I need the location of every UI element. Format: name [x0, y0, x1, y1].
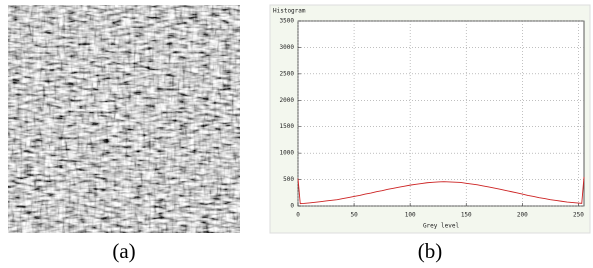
- x-tick-label: 250: [573, 212, 584, 219]
- y-tick-label: 0: [290, 203, 294, 210]
- chart-title: Histogram: [273, 8, 306, 15]
- figure: (a) (b) Histogram Grey level 05001000150…: [0, 0, 593, 268]
- y-tick-label: 2000: [280, 97, 295, 104]
- caption-a: (a): [112, 239, 135, 263]
- x-tick-label: 0: [296, 212, 300, 219]
- y-tick-label: 500: [283, 176, 294, 183]
- y-tick-label: 3500: [280, 18, 295, 25]
- x-axis-label: Grey level: [423, 223, 460, 230]
- x-tick-label: 150: [461, 212, 472, 219]
- texture-overlay: [8, 5, 240, 233]
- x-tick-label: 50: [350, 212, 358, 219]
- y-tick-label: 1000: [280, 150, 295, 157]
- y-tick-label: 2500: [280, 70, 295, 77]
- plot-area: [298, 21, 584, 206]
- x-tick-label: 200: [517, 212, 528, 219]
- caption-b: (b): [418, 239, 443, 263]
- y-tick-label: 1500: [280, 123, 295, 130]
- y-tick-label: 3000: [280, 44, 295, 51]
- x-tick-label: 100: [405, 212, 416, 219]
